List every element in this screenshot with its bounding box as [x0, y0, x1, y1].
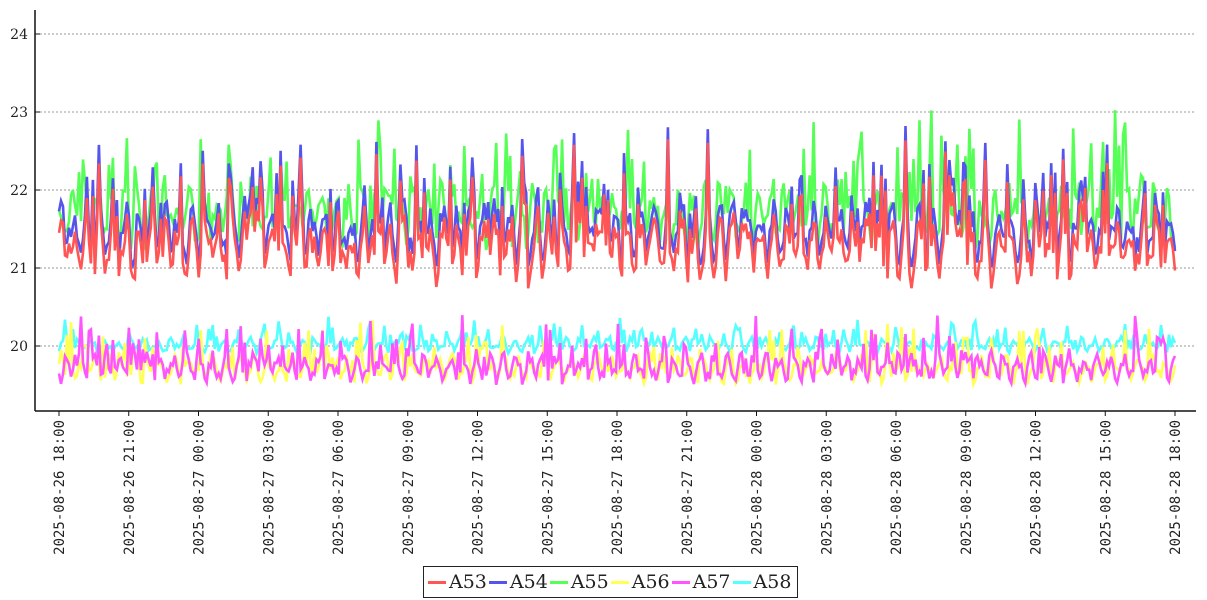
legend-swatch-a56 [610, 580, 629, 584]
series-layer [57, 110, 1177, 389]
legend-label-a58: A58 [753, 571, 792, 593]
x-tick-label-16: 2025-08-28 18:00 [1168, 420, 1184, 555]
x-tick-label-3: 2025-08-27 03:00 [261, 420, 277, 555]
y-ticks: 20 21 22 23 24 [10, 27, 40, 355]
legend-item-a55[interactable]: A55 [549, 571, 609, 593]
y-tick-label-23: 23 [10, 105, 28, 121]
legend-item-a57[interactable]: A57 [671, 571, 731, 593]
x-tick-label-13: 2025-08-28 09:00 [959, 420, 975, 555]
x-tick-label-6: 2025-08-27 12:00 [471, 420, 487, 555]
legend-swatch-a54 [488, 580, 507, 584]
y-tick-label-21: 21 [10, 261, 28, 277]
x-tick-label-10: 2025-08-28 00:00 [750, 420, 766, 555]
legend: A53 A54 A55 A56 A57 A58 [423, 566, 799, 598]
x-tick-label-14: 2025-08-28 12:00 [1029, 420, 1045, 555]
legend-swatch-a53 [428, 580, 446, 584]
legend-label-a54: A54 [509, 571, 548, 593]
legend-swatch-a57 [671, 580, 690, 584]
x-tick-label-2: 2025-08-27 00:00 [192, 420, 208, 555]
x-tick-label-5: 2025-08-27 09:00 [401, 420, 417, 555]
y-tick-label-22: 22 [10, 183, 28, 199]
legend-item-a53[interactable]: A53 [428, 571, 487, 593]
x-ticks: 2025-08-26 18:00 2025-08-26 21:00 2025-08-… [52, 411, 1184, 555]
y-tick-label-24: 24 [10, 27, 28, 43]
legend-label-a56: A56 [631, 571, 670, 593]
legend-item-a54[interactable]: A54 [488, 571, 548, 593]
x-tick-label-12: 2025-08-28 06:00 [889, 420, 905, 555]
x-tick-label-7: 2025-08-27 15:00 [540, 420, 556, 555]
legend-label-a53: A53 [449, 571, 487, 593]
axes [34, 10, 1196, 412]
legend-item-a58[interactable]: A58 [732, 571, 792, 593]
x-tick-label-15: 2025-08-28 15:00 [1098, 420, 1114, 555]
legend-swatch-a55 [549, 580, 568, 584]
series-line-a57 [57, 315, 1177, 389]
legend-item-a56[interactable]: A56 [610, 571, 670, 593]
legend-label-a55: A55 [570, 571, 609, 593]
legend-swatch-a58 [732, 580, 751, 584]
x-tick-label-9: 2025-08-27 21:00 [680, 420, 696, 555]
legend-label-a57: A57 [692, 571, 731, 593]
y-tick-label-20: 20 [10, 339, 28, 355]
x-tick-label-4: 2025-08-27 06:00 [331, 420, 347, 555]
x-tick-label-11: 2025-08-28 03:00 [819, 420, 835, 555]
series-line-a53 [57, 139, 1177, 289]
x-tick-label-0: 2025-08-26 18:00 [52, 420, 68, 555]
x-tick-label-8: 2025-08-27 18:00 [610, 420, 626, 555]
x-tick-label-1: 2025-08-26 21:00 [122, 420, 138, 555]
